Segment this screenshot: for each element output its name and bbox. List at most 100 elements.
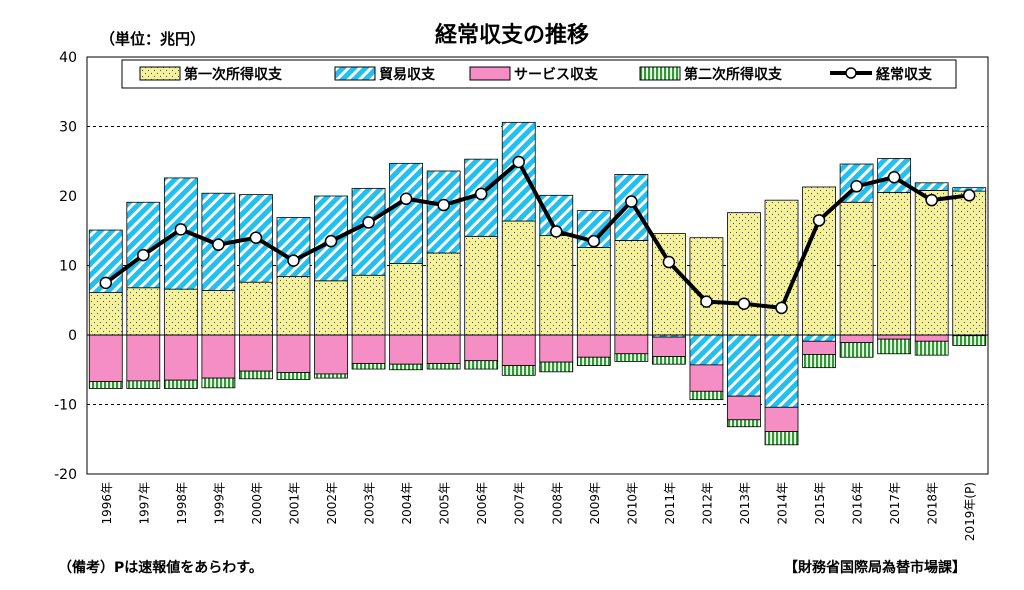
y-tick-label: -20 bbox=[54, 467, 77, 483]
gridlines bbox=[87, 126, 988, 405]
current-account-point bbox=[550, 225, 563, 238]
x-tick-label: 2018年 bbox=[926, 482, 940, 525]
x-tick-label: 2015年 bbox=[813, 482, 827, 525]
bar-primary bbox=[389, 263, 424, 336]
legend-label-current: 経常収支 bbox=[876, 66, 933, 83]
x-tick-label: 2008年 bbox=[550, 482, 564, 525]
bar-secondary bbox=[877, 338, 912, 355]
x-tick-label: 2001年 bbox=[287, 482, 301, 525]
y-tick-label: 20 bbox=[59, 189, 77, 205]
y-tick-label: 10 bbox=[59, 259, 77, 275]
bar-trade bbox=[689, 334, 724, 366]
bar-services bbox=[651, 336, 686, 357]
bar-primary bbox=[276, 276, 311, 336]
current-account-polyline bbox=[104, 159, 970, 310]
bar-secondary bbox=[389, 363, 424, 371]
bar-services bbox=[239, 334, 273, 372]
legend: 第一次所得収支 貿易収支 サービス収支 第二次所得収支 経常収支 bbox=[121, 59, 957, 89]
bar-secondary bbox=[952, 335, 987, 346]
bar-primary bbox=[614, 240, 649, 336]
x-tick-label: 1996年 bbox=[100, 482, 114, 525]
bar-secondary bbox=[426, 363, 461, 370]
bar-primary bbox=[727, 212, 761, 336]
legend-label-secondary: 第二次所得収支 bbox=[684, 66, 783, 83]
current-account-point bbox=[887, 170, 901, 184]
source-note: 【財務省国際局為替市場課】 bbox=[784, 559, 966, 576]
legend-swatch-secondary bbox=[639, 66, 681, 81]
bar-secondary bbox=[839, 342, 874, 358]
bar-trade bbox=[501, 121, 536, 222]
current-account-point bbox=[99, 276, 113, 290]
bar-services bbox=[201, 334, 236, 379]
bar-secondary bbox=[351, 363, 386, 370]
bar-primary bbox=[464, 235, 499, 336]
x-tick-label: 1998年 bbox=[175, 482, 189, 525]
legend-label-trade: 貿易収支 bbox=[379, 66, 436, 83]
bar-services bbox=[576, 334, 611, 358]
current-account-point bbox=[137, 248, 150, 262]
current-account-point bbox=[324, 234, 338, 248]
bar-trade bbox=[727, 334, 761, 397]
current-account-point bbox=[625, 195, 638, 208]
y-tick-label: -10 bbox=[54, 398, 77, 414]
bar-primary bbox=[764, 199, 799, 336]
bar-trade bbox=[126, 201, 161, 289]
x-tick-label: 2017年 bbox=[888, 482, 902, 525]
current-account-point bbox=[512, 155, 525, 169]
current-account-point bbox=[700, 295, 713, 308]
x-tick-label: 2006年 bbox=[475, 482, 489, 525]
x-tick-label: 2002年 bbox=[325, 482, 339, 525]
x-tick-label: 2013年 bbox=[738, 482, 752, 525]
bar-primary bbox=[839, 201, 874, 336]
bar-services bbox=[539, 334, 574, 363]
current-account-point bbox=[962, 189, 976, 202]
current-account-point bbox=[775, 301, 788, 315]
bar-primary bbox=[501, 220, 536, 336]
bar-services bbox=[877, 334, 912, 340]
bar-trade bbox=[351, 187, 386, 276]
current-account-point bbox=[474, 187, 488, 201]
bar-secondary bbox=[501, 365, 536, 376]
current-account-point bbox=[925, 193, 938, 207]
x-tick-label: 2000年 bbox=[250, 482, 264, 525]
x-axis-labels: 1996年 1997年 1998年 1999年 2000年 2001年 2002年 2003年… bbox=[100, 482, 977, 541]
bar-primary bbox=[426, 252, 461, 336]
bar-services bbox=[839, 334, 874, 344]
bar-primary bbox=[576, 247, 611, 336]
bar-trade bbox=[426, 170, 461, 254]
bar-secondary bbox=[314, 373, 348, 379]
current-account-point bbox=[399, 192, 413, 206]
bar-services bbox=[276, 334, 311, 373]
x-tick-label: 2010年 bbox=[625, 482, 639, 525]
current-account-point bbox=[212, 238, 225, 251]
bar-secondary bbox=[689, 390, 724, 401]
bar-services bbox=[314, 334, 348, 375]
bar-primary bbox=[877, 192, 912, 336]
remark-note: （備考）Pは速報値をあらわす。 bbox=[58, 559, 263, 576]
legend-label-services: サービス収支 bbox=[514, 66, 599, 83]
bar-services bbox=[914, 334, 949, 342]
legend-swatch-services bbox=[469, 66, 511, 81]
x-tick-label: 1999年 bbox=[212, 482, 226, 525]
bar-secondary bbox=[539, 361, 574, 373]
x-tick-label: 2019年(P) bbox=[963, 482, 977, 541]
bar-trade bbox=[914, 182, 949, 191]
x-tick-label: 2012年 bbox=[700, 482, 714, 525]
bar-services bbox=[126, 334, 161, 382]
bar-primary bbox=[914, 190, 949, 336]
chart-title: 経常収支の推移 bbox=[435, 22, 589, 48]
bar-secondary bbox=[576, 356, 611, 366]
bar-secondary bbox=[201, 377, 236, 389]
y-tick-label: 40 bbox=[59, 50, 77, 66]
current-account-point bbox=[737, 297, 751, 310]
bar-secondary bbox=[126, 380, 161, 389]
x-tick-label: 2014年 bbox=[776, 482, 790, 525]
legend-marker-current bbox=[845, 67, 857, 79]
bar-services bbox=[88, 334, 123, 382]
unit-note: （単位：兆円） bbox=[100, 30, 205, 48]
current-account-point bbox=[249, 231, 263, 244]
bar-secondary bbox=[651, 356, 686, 365]
x-tick-label: 2009年 bbox=[588, 482, 602, 525]
bar-services bbox=[464, 334, 499, 362]
bar-secondary bbox=[727, 419, 761, 428]
